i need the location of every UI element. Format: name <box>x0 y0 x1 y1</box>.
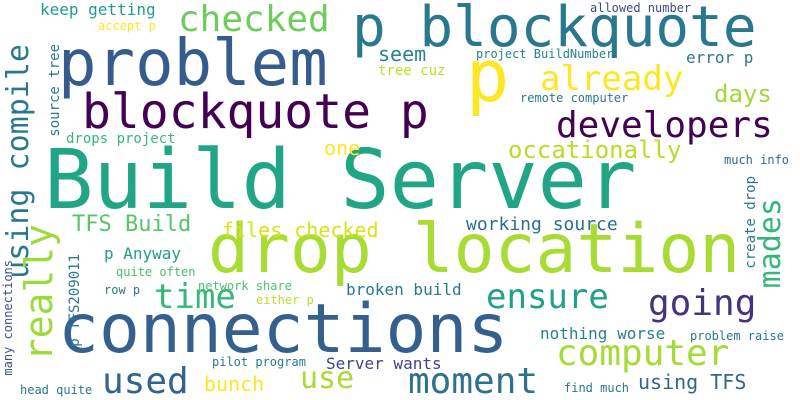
word-computer: computer <box>556 333 730 374</box>
word-server-wants: Server wants <box>326 354 442 373</box>
word-days: days <box>714 80 772 108</box>
word-head-quite: head quite <box>20 383 93 397</box>
word-occationally: occationally <box>508 136 682 164</box>
word-find-much: find much <box>564 381 630 395</box>
word-problem: problem <box>58 27 328 101</box>
word-time: time <box>154 277 236 317</box>
word-developers: developers <box>556 105 773 146</box>
word-remote-computer: remote computer <box>520 91 629 105</box>
word-broken-build: broken build <box>346 280 462 299</box>
word-files-checked: files checked <box>222 218 379 242</box>
word-project-buildnumber: project BuildNumber <box>476 47 614 61</box>
word-seem: seem <box>378 42 427 66</box>
word-p-tfs: p TFS209011 <box>67 254 83 347</box>
word-row-p: row p <box>104 283 141 297</box>
word-working-source: working source <box>466 214 618 235</box>
word-use: use <box>300 361 355 396</box>
word-error-p: error p <box>686 48 754 67</box>
word-tree-cuz: tree cuz <box>378 63 446 79</box>
word-used: used <box>102 361 189 400</box>
word-p-blockquote: p blockquote <box>352 0 757 60</box>
word-connections: connections <box>58 290 509 369</box>
word-tfs-build: TFS Build <box>72 212 192 237</box>
word-network-share: network share <box>198 279 292 293</box>
word-create-drop: create drop <box>743 176 759 269</box>
word-mades: mades <box>753 198 788 289</box>
word-problem-raise: problem raise <box>690 329 784 343</box>
word-p: p <box>466 34 510 118</box>
word-accept-p: accept p <box>98 19 156 33</box>
word-allowed-number: allowed number <box>590 1 692 15</box>
word-going: going <box>648 283 757 324</box>
word-p-anyway: p Anyway <box>104 244 182 263</box>
word-drops-project: drops project <box>66 131 176 147</box>
word-build-server: Build Server <box>44 133 637 228</box>
word-keep-getting: keep getting <box>40 0 156 19</box>
word-one: one <box>324 136 361 160</box>
word-much-info: much info <box>724 153 790 167</box>
word-bunch: bunch <box>204 372 265 396</box>
word-nothing-worse: nothing worse <box>540 324 666 343</box>
word-source-tree: source tree <box>47 44 63 137</box>
word-either-p: either p <box>256 293 314 307</box>
word-ensure: ensure <box>486 277 609 317</box>
word-moment: moment <box>408 361 539 400</box>
word-really: really <box>17 224 61 362</box>
word-blockquote-p: blockquote p <box>82 84 429 140</box>
word-pilot-program: pilot program <box>212 355 306 369</box>
word-drop-location: drop location <box>208 210 741 289</box>
word-already: already <box>540 59 684 99</box>
word-many-connections: many connections <box>1 260 15 376</box>
word-quite-often: quite often <box>116 265 196 279</box>
word-checked: checked <box>178 0 330 40</box>
word-using-tfs: using TFS <box>638 370 747 394</box>
